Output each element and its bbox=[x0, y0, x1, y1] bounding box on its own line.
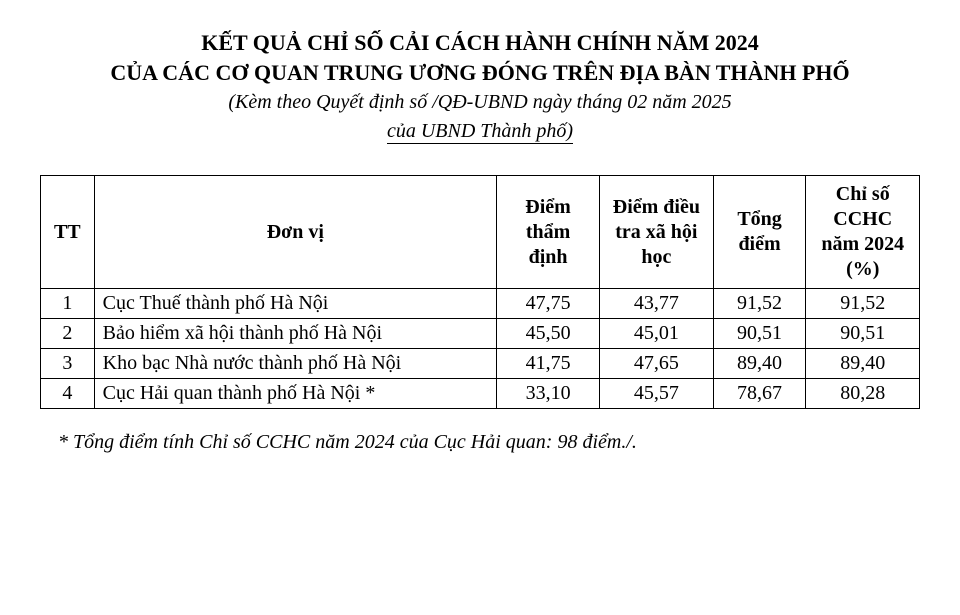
cell-c: 89,40 bbox=[713, 349, 806, 379]
table-header-row: TT Đơn vị Điểm thẩm định Điểm điều tra x… bbox=[41, 176, 920, 289]
cell-tt: 2 bbox=[41, 319, 95, 349]
table-row: 4 Cục Hải quan thành phố Hà Nội * 33,10 … bbox=[41, 379, 920, 409]
col-header-tt: TT bbox=[41, 176, 95, 289]
footnote: * Tổng điểm tính Chỉ số CCHC năm 2024 củ… bbox=[40, 431, 920, 454]
cell-a: 45,50 bbox=[496, 319, 599, 349]
col-header-unit: Đơn vị bbox=[94, 176, 496, 289]
cell-tt: 3 bbox=[41, 349, 95, 379]
cell-tt: 4 bbox=[41, 379, 95, 409]
cell-d: 91,52 bbox=[806, 289, 920, 319]
results-table: TT Đơn vị Điểm thẩm định Điểm điều tra x… bbox=[40, 175, 920, 409]
col-header-total: Tổng điểm bbox=[713, 176, 806, 289]
cell-tt: 1 bbox=[41, 289, 95, 319]
cell-d: 89,40 bbox=[806, 349, 920, 379]
cell-d: 80,28 bbox=[806, 379, 920, 409]
cell-c: 90,51 bbox=[713, 319, 806, 349]
cell-unit: Cục Hải quan thành phố Hà Nội * bbox=[94, 379, 496, 409]
cell-unit: Kho bạc Nhà nước thành phố Hà Nội bbox=[94, 349, 496, 379]
col-header-survey: Điểm điều tra xã hội học bbox=[600, 176, 713, 289]
cell-unit: Bảo hiểm xã hội thành phố Hà Nội bbox=[94, 319, 496, 349]
subtitle-line-1: (Kèm theo Quyết định số /QĐ-UBND ngày th… bbox=[40, 89, 920, 116]
cell-unit: Cục Thuế thành phố Hà Nội bbox=[94, 289, 496, 319]
cell-b: 43,77 bbox=[600, 289, 713, 319]
cell-b: 47,65 bbox=[600, 349, 713, 379]
subtitle-line-2: của UBND Thành phố) bbox=[40, 118, 920, 145]
cell-a: 47,75 bbox=[496, 289, 599, 319]
subtitle-underlined: của UBND Thành phố) bbox=[387, 120, 573, 144]
cell-b: 45,01 bbox=[600, 319, 713, 349]
table-row: 2 Bảo hiểm xã hội thành phố Hà Nội 45,50… bbox=[41, 319, 920, 349]
cell-a: 41,75 bbox=[496, 349, 599, 379]
table-row: 3 Kho bạc Nhà nước thành phố Hà Nội 41,7… bbox=[41, 349, 920, 379]
cell-b: 45,57 bbox=[600, 379, 713, 409]
cell-c: 91,52 bbox=[713, 289, 806, 319]
cell-d: 90,51 bbox=[806, 319, 920, 349]
title-line-1: KẾT QUẢ CHỈ SỐ CẢI CÁCH HÀNH CHÍNH NĂM 2… bbox=[40, 28, 920, 58]
document-title-block: KẾT QUẢ CHỈ SỐ CẢI CÁCH HÀNH CHÍNH NĂM 2… bbox=[40, 28, 920, 145]
title-line-2: CỦA CÁC CƠ QUAN TRUNG ƯƠNG ĐÓNG TRÊN ĐỊA… bbox=[40, 58, 920, 88]
results-table-wrap: TT Đơn vị Điểm thẩm định Điểm điều tra x… bbox=[40, 175, 920, 409]
col-header-index: Chỉ số CCHC năm 2024 (%) bbox=[806, 176, 920, 289]
table-row: 1 Cục Thuế thành phố Hà Nội 47,75 43,77 … bbox=[41, 289, 920, 319]
cell-a: 33,10 bbox=[496, 379, 599, 409]
cell-c: 78,67 bbox=[713, 379, 806, 409]
col-header-appraisal: Điểm thẩm định bbox=[496, 176, 599, 289]
